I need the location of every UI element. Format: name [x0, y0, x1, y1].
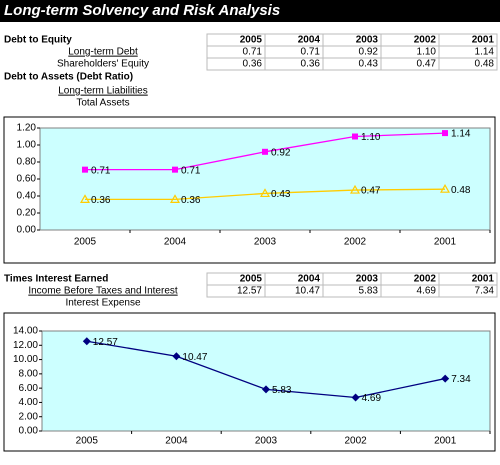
marker	[349, 184, 361, 194]
column-header: 2001	[472, 274, 495, 285]
cell-value: 10.47	[295, 286, 320, 297]
x-tick-label: 2005	[76, 436, 99, 447]
y-tick-label: 1.00	[17, 140, 37, 151]
plot-area	[41, 330, 491, 432]
data-label: 0.36	[91, 195, 111, 206]
plot-area	[39, 127, 491, 231]
data-label: 1.14	[451, 129, 471, 140]
marker	[82, 337, 91, 346]
column-header: 2002	[414, 35, 437, 46]
title-bar	[0, 0, 500, 22]
x-tick-label: 2004	[165, 436, 188, 447]
cell-value: 1.10	[417, 47, 437, 58]
y-tick-label: 0.00	[19, 426, 39, 437]
marker	[262, 385, 270, 394]
row-label: Interest Expense	[65, 298, 140, 309]
marker	[259, 188, 271, 198]
column-header: 2002	[414, 274, 437, 285]
marker	[82, 166, 88, 173]
y-tick-label: 6.00	[19, 383, 39, 394]
cell-value: 0.92	[359, 47, 379, 58]
section-label: Debt to Equity	[4, 35, 72, 46]
data-label: 0.48	[451, 185, 471, 196]
column-header: 2004	[298, 35, 321, 46]
y-tick-label: 0.40	[17, 191, 37, 202]
y-tick-label: 14.00	[13, 326, 38, 337]
data-label: 0.92	[271, 147, 291, 158]
series-line	[85, 188, 446, 201]
cell	[438, 57, 498, 71]
cell-value: 0.71	[301, 47, 321, 58]
cell-value: 7.34	[475, 286, 495, 297]
y-tick-label: 12.00	[13, 340, 38, 351]
data-label: 4.69	[362, 393, 382, 404]
column-header: 2005	[240, 35, 263, 46]
marker	[441, 374, 450, 383]
marker	[352, 133, 358, 140]
data-label: 0.71	[91, 165, 111, 176]
y-tick-label: 8.00	[19, 368, 39, 379]
x-tick-label: 2002	[344, 436, 367, 447]
cell-value: 0.36	[243, 59, 263, 70]
y-tick-label: 1.20	[17, 123, 37, 134]
x-tick-label: 2001	[434, 237, 457, 248]
cell-value: 4.69	[417, 286, 437, 297]
row-label: Long-term Liabilities	[58, 86, 148, 97]
column-header: 2003	[356, 274, 379, 285]
data-label: 0.36	[181, 195, 201, 206]
cell-value: 0.36	[301, 59, 321, 70]
y-tick-label: 10.00	[13, 354, 38, 365]
cell-value: 0.47	[417, 59, 437, 70]
x-tick-label: 2001	[434, 436, 457, 447]
column-header: 2005	[240, 274, 263, 285]
data-label: 0.71	[181, 165, 201, 176]
x-tick-label: 2002	[344, 237, 367, 248]
x-tick-label: 2003	[254, 237, 277, 248]
column-header: 2004	[298, 274, 321, 285]
x-tick-label: 2005	[74, 237, 97, 248]
row-label: Shareholders' Equity	[57, 59, 149, 70]
data-label: 12.57	[93, 337, 118, 348]
marker	[262, 148, 268, 155]
title: Long-term Solvency and Risk Analysis	[4, 2, 280, 19]
marker	[351, 393, 360, 402]
cell	[438, 284, 498, 298]
data-label: 7.34	[451, 374, 471, 385]
column-header: 2001	[472, 35, 495, 46]
y-tick-label: 0.00	[17, 225, 37, 236]
marker	[169, 194, 181, 203]
x-tick-label: 2004	[164, 237, 187, 248]
y-tick-label: 4.00	[19, 397, 39, 408]
y-tick-label: 0.20	[17, 208, 37, 219]
cell-value: 5.83	[359, 286, 379, 297]
cell-value: 12.57	[237, 286, 262, 297]
section-label: Debt to Assets (Debt Ratio)	[4, 72, 133, 83]
marker	[439, 183, 451, 193]
row-label: Long-term Debt	[68, 47, 138, 58]
data-label: 0.47	[361, 186, 381, 197]
y-tick-label: 0.80	[17, 157, 37, 168]
cell-value: 1.14	[475, 47, 495, 58]
marker	[172, 166, 178, 173]
row-label: Income Before Taxes and Interest	[28, 286, 178, 297]
data-label: 10.47	[182, 352, 207, 363]
marker	[79, 194, 91, 203]
marker	[172, 352, 181, 361]
row-label: Total Assets	[76, 98, 129, 109]
y-tick-label: 2.00	[19, 411, 39, 422]
section-label: Times Interest Earned	[4, 274, 108, 285]
data-label: 1.10	[361, 132, 381, 143]
x-tick-label: 2003	[255, 436, 278, 447]
data-label: 0.43	[271, 189, 291, 200]
y-tick-label: 0.60	[17, 174, 37, 185]
data-label: 5.83	[272, 385, 292, 396]
cell-value: 0.48	[475, 59, 495, 70]
cell-value: 0.43	[359, 59, 379, 70]
column-header: 2003	[356, 35, 379, 46]
marker	[442, 130, 448, 137]
cell-value: 0.71	[243, 47, 263, 58]
